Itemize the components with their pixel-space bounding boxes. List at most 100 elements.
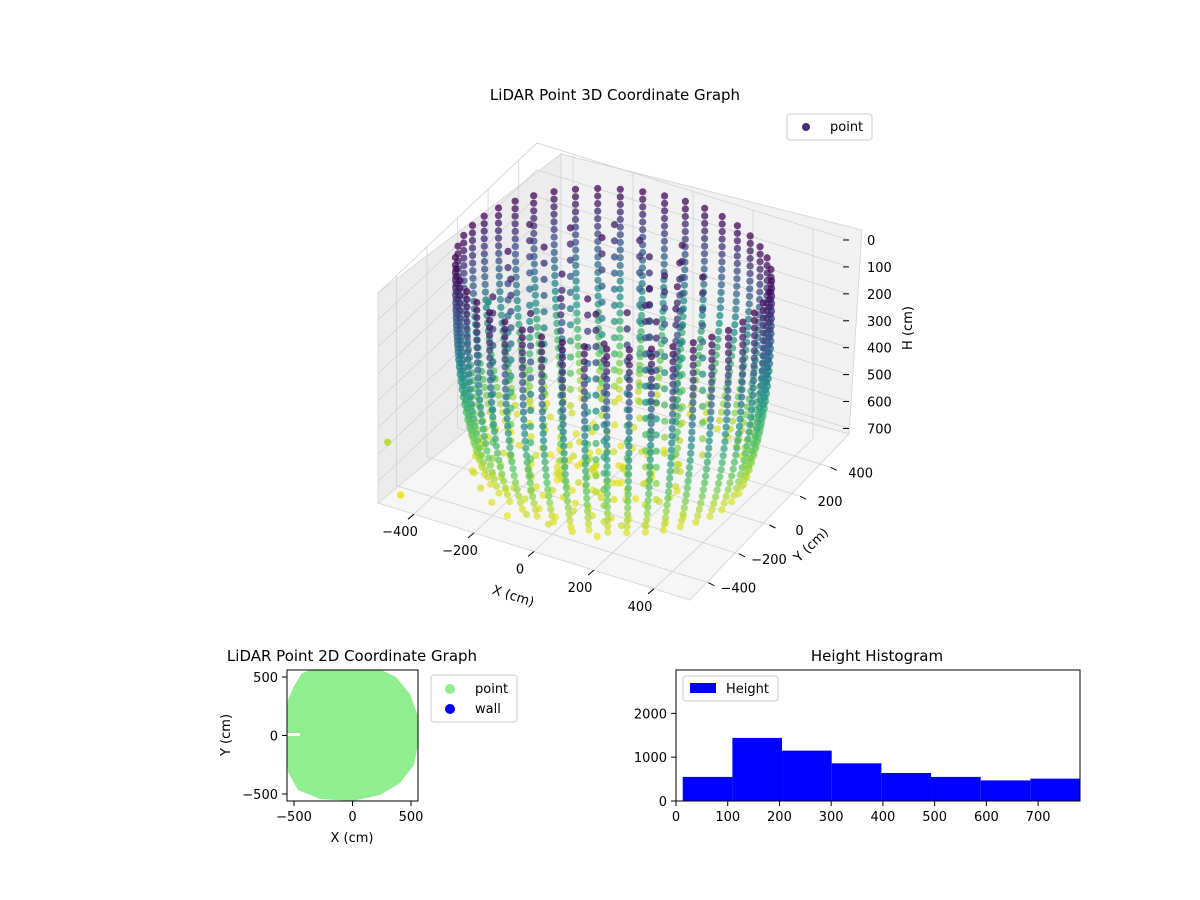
point-3d (669, 343, 677, 351)
point-3d (673, 428, 682, 436)
point-3d (642, 522, 650, 530)
point-3d (539, 429, 547, 438)
point-3d (615, 376, 624, 385)
point-3d (538, 363, 546, 371)
point-3d (730, 458, 739, 466)
point-3d (643, 509, 651, 518)
scatter-3d-chart: LiDAR Point 3D Coordinate Graph −400 −200… (376, 86, 916, 615)
point-3d (603, 476, 611, 484)
point-3d (715, 416, 724, 425)
point-3d (737, 408, 745, 416)
point-3d (603, 490, 611, 498)
point-3d (639, 203, 647, 211)
point-3d (724, 379, 732, 387)
point-3d (672, 305, 680, 313)
point-3d (603, 368, 611, 376)
point-3d (592, 439, 600, 448)
x-axis-label-3d: X (cm) (490, 583, 536, 611)
point-3d (673, 299, 682, 307)
point-3d (489, 293, 497, 301)
point-3d (660, 245, 669, 253)
point-3d (669, 395, 677, 403)
point-3d (481, 383, 489, 391)
point-3d (592, 310, 600, 318)
z-tick-label-3d: 0 (867, 234, 875, 249)
point-3d (660, 252, 668, 261)
point-3d (585, 526, 593, 534)
point-3d (636, 285, 644, 293)
point-3d (721, 437, 729, 446)
point-3d (592, 359, 600, 367)
point-3d (519, 408, 528, 416)
point-3d (708, 341, 716, 349)
point-3d (507, 340, 515, 348)
point-3d (610, 350, 619, 358)
point-3d (551, 287, 559, 295)
point-3d (680, 297, 688, 305)
point-3d (731, 321, 739, 329)
point-3d (708, 356, 716, 364)
axes-3d: −400 −200 0 200 400 −400 −200 0 200 400 0 100 200 300… (382, 234, 892, 615)
point-3d (652, 496, 660, 504)
point-3d (699, 486, 708, 494)
point-3d (489, 420, 498, 428)
point-3d (673, 444, 682, 452)
point-3d (518, 371, 527, 379)
point-3d (668, 417, 677, 425)
point-3d (507, 388, 515, 396)
point-3d (460, 262, 468, 270)
point-3d (507, 356, 515, 364)
point-3d (701, 242, 709, 250)
point-3d (501, 370, 509, 379)
point-3d (699, 354, 707, 362)
point-3d (681, 220, 689, 228)
point-3d (558, 270, 566, 278)
point-3d (550, 248, 558, 256)
point-3d (616, 309, 624, 317)
x-tick-label-3d: 200 (568, 581, 593, 596)
point-3d (729, 417, 737, 425)
point-3d (518, 364, 527, 372)
point-3d (652, 334, 660, 342)
point-3d (708, 371, 716, 379)
point-3d (699, 402, 707, 411)
point-3d (580, 380, 588, 388)
point-3d (653, 391, 661, 399)
point-3d (464, 355, 472, 363)
point-3d (634, 387, 643, 395)
point-3d (735, 477, 743, 486)
point-3d (580, 388, 588, 396)
point-3d (669, 350, 677, 358)
point-3d (681, 205, 690, 213)
point-3d (712, 493, 720, 501)
point-3d (505, 436, 513, 445)
point-3d (646, 456, 654, 464)
point-3d (683, 484, 691, 492)
point-3d (496, 288, 504, 296)
point-3d (592, 488, 600, 496)
point-3d (538, 408, 547, 416)
point-3d (475, 388, 483, 396)
point-3d (672, 483, 680, 491)
point-3d (504, 247, 512, 255)
point-3d (468, 400, 476, 408)
point-3d (566, 256, 575, 264)
point-3d (733, 275, 741, 283)
x-tick-label-2d: 0 (348, 810, 356, 825)
point-3d (717, 296, 725, 304)
point-3d (493, 449, 502, 457)
point-3d (501, 363, 509, 371)
grid-line-y-floor (396, 485, 709, 584)
point-3d (481, 265, 489, 273)
point-3d (494, 219, 503, 227)
point-3d (604, 522, 612, 530)
point-3d (496, 463, 504, 471)
point-3d (660, 214, 669, 223)
point-3d (756, 396, 764, 404)
point-3d (456, 284, 464, 292)
point-3d (474, 374, 482, 382)
point-3d (639, 195, 647, 203)
point-3d (568, 409, 576, 417)
point-3d (566, 224, 575, 232)
point-3d (582, 467, 590, 475)
